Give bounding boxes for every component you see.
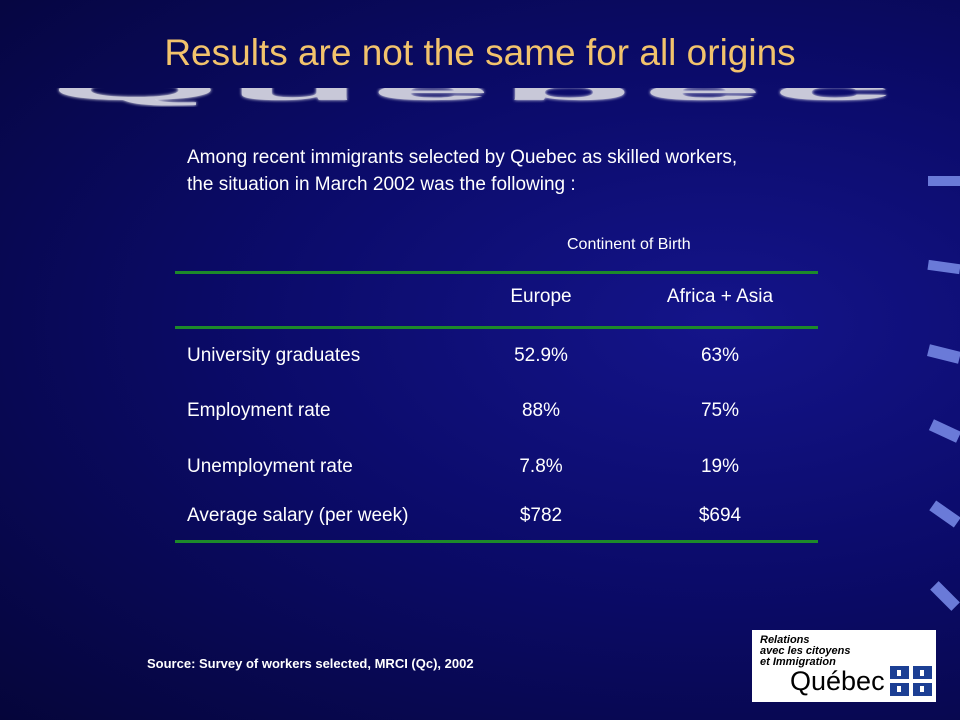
table-cell: 52.9% — [514, 345, 568, 366]
source-note: Source: Survey of workers selected, MRCI… — [147, 656, 474, 671]
column-header: Europe — [510, 286, 572, 307]
table-cell: 88% — [521, 400, 561, 421]
banner: Québec — [40, 88, 930, 114]
decoration — [927, 259, 960, 275]
table-cell: $694 — [698, 505, 742, 526]
logo-flag — [890, 666, 932, 696]
table-cell: $782 — [519, 505, 563, 526]
table-rule — [175, 540, 818, 543]
intro-text: Among recent immigrants selected by Queb… — [187, 147, 738, 195]
logo: Relations avec les citoyens et Immigrati… — [752, 630, 936, 702]
row-label: Employment rate — [187, 400, 331, 421]
table-cell: 7.8% — [519, 456, 563, 477]
table-rule — [175, 271, 818, 274]
table-rule — [175, 326, 818, 329]
decoration — [928, 419, 960, 443]
slide-title: Results are not the same for all origins — [164, 32, 796, 73]
logo-name: Québec — [790, 666, 885, 696]
table-cell: 63% — [700, 345, 740, 366]
row-label: University graduates — [187, 345, 361, 366]
row-label: Unemployment rate — [187, 456, 353, 477]
column-header: Africa + Asia — [666, 286, 774, 307]
decoration — [927, 344, 960, 364]
decoration — [928, 176, 960, 186]
table-cell: 75% — [700, 400, 740, 421]
banner-text: Québec — [50, 88, 902, 107]
row-label: Average salary (per week) — [187, 505, 409, 526]
decoration — [930, 581, 960, 611]
table-cell: 19% — [700, 456, 740, 477]
logo-text: et Immigration — [760, 656, 836, 668]
logo-text: Relations — [760, 634, 810, 646]
group-header: Continent of Birth — [567, 236, 691, 253]
logo-text: avec les citoyens — [760, 645, 851, 657]
decoration — [929, 500, 960, 528]
